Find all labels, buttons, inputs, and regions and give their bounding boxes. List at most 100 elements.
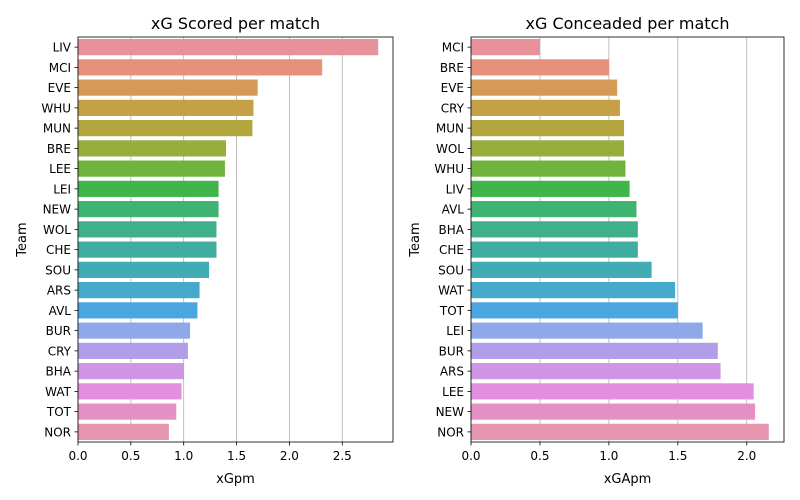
scored-bar-lee [78,160,225,177]
scored-xtick-label-1: 0.5 [121,449,140,463]
scored-bar-wat [78,383,182,400]
conceded-bar-tot [471,302,678,319]
scored-ytick-label-bur: BUR [46,324,71,338]
conceded-ytick-label-liv: LIV [446,182,465,196]
scored-ytick-label-tot: TOT [46,405,72,419]
scored-xtick-label-0: 0.0 [68,449,87,463]
conceded-ytick-label-whu: WHU [434,162,464,176]
conceded-bar-bre [471,59,609,76]
scored-bar-mun [78,120,253,137]
conceded-ytick-label-ars: ARS [440,365,464,379]
conceded-ytick-label-nor: NOR [437,425,464,439]
conceded-bar-mci [471,39,540,56]
scored-xtick-label-3: 1.5 [227,449,246,463]
conceded-ylabel: Team [408,222,423,257]
scored-ytick-label-lee: LEE [49,162,71,176]
conceded-chart: MCI BRE EVE CRY MUN WOL WHU LIV AVL BHA CHE SOU WAT T… [408,14,785,487]
conceded-ytick-label-wat: WAT [438,284,464,298]
conceded-bar-bur [471,342,718,359]
scored-ytick-label-sou: SOU [45,263,71,277]
conceded-bar-mun [471,120,625,137]
scored-bar-sou [78,261,210,278]
conceded-ytick-label-lei: LEI [446,324,464,338]
conceded-bar-liv [471,180,630,197]
conceded-xtick-label-4: 2.0 [737,449,756,463]
scored-ytick-label-mun: MUN [43,122,71,136]
conceded-xlabel: xGApm [604,472,652,487]
scored-bar-ars [78,282,200,299]
conceded-ytick-label-sou: SOU [438,263,464,277]
scored-bar-liv [78,39,379,56]
conceded-bar-nor [471,423,769,440]
scored-ytick-label-che: CHE [46,243,71,257]
scored-bar-bre [78,140,226,157]
conceded-bar-lee [471,383,754,400]
scored-bar-wol [78,221,217,238]
scored-bar-che [78,241,217,258]
conceded-ytick-label-cry: CRY [441,101,465,115]
conceded-bar-cry [471,99,620,116]
conceded-xtick-label-1: 0.5 [530,449,549,463]
conceded-bar-wol [471,140,625,157]
conceded-bar-eve [471,79,618,96]
conceded-bar-avl [471,201,637,218]
scored-ytick-label-whu: WHU [41,101,71,115]
conceded-ytick-label-bre: BRE [440,61,464,75]
scored-bar-bur [78,322,191,339]
scored-ytick-label-ars: ARS [47,284,71,298]
scored-ytick-label-bha: BHA [46,365,72,379]
scored-chart: LIV MCI EVE WHU MUN BRE LEE LEI NEW WOL CHE SOU ARS A… [15,14,394,487]
conceded-bar-sou [471,261,652,278]
scored-ytick-label-cry: CRY [48,344,72,358]
scored-ytick-label-mci: MCI [49,61,71,75]
scored-bar-cry [78,342,188,359]
conceded-bar-che [471,241,638,258]
scored-ytick-label-avl: AVL [49,304,72,318]
conceded-xtick-label-2: 1.0 [599,449,618,463]
conceded-ytick-label-bur: BUR [439,344,464,358]
scored-ylabel: Team [15,222,30,257]
conceded-ytick-label-wol: WOL [436,142,464,156]
scored-ytick-label-nor: NOR [44,425,71,439]
scored-ytick-label-wol: WOL [43,223,71,237]
scored-ytick-label-bre: BRE [47,142,71,156]
scored-ytick-label-wat: WAT [45,385,71,399]
scored-ytick-label-lei: LEI [53,182,71,196]
conceded-ytick-label-mun: MUN [436,122,464,136]
scored-ytick-label-new: NEW [43,203,72,217]
scored-axes-frame [77,36,394,443]
conceded-ytick-label-bha: BHA [439,223,465,237]
conceded-ytick-label-avl: AVL [442,203,465,217]
scored-xtick-label-5: 2.5 [333,449,352,463]
conceded-ytick-label-lee: LEE [442,385,464,399]
scored-ytick-label-eve: EVE [48,81,71,95]
conceded-bar-lei [471,322,703,339]
conceded-title: xG Conceaded per match [525,14,729,33]
scored-ytick-label-liv: LIV [53,41,72,55]
conceded-ytick-label-tot: TOT [439,304,465,318]
conceded-bar-new [471,403,756,420]
conceded-bar-whu [471,160,626,177]
scored-bar-whu [78,99,254,116]
conceded-ytick-label-che: CHE [439,243,464,257]
scored-title: xG Scored per match [151,14,320,33]
scored-bar-mci [78,59,323,76]
conceded-axes-frame [470,36,785,443]
scored-bar-bha [78,363,184,380]
scored-xtick-label-2: 1.0 [174,449,193,463]
scored-bar-tot [78,403,177,420]
conceded-bar-ars [471,363,721,380]
scored-xlabel: xGpm [216,472,255,487]
conceded-xtick-label-0: 0.0 [461,449,480,463]
conceded-ytick-label-mci: MCI [442,41,464,55]
conceded-xtick-label-3: 1.5 [668,449,687,463]
scored-xtick-label-4: 2.0 [280,449,299,463]
conceded-ytick-label-new: NEW [436,405,465,419]
conceded-ytick-label-eve: EVE [441,81,464,95]
conceded-bar-wat [471,282,676,299]
scored-bar-avl [78,302,198,319]
scored-bar-lei [78,180,219,197]
scored-bar-new [78,201,219,218]
scored-bar-nor [78,423,169,440]
